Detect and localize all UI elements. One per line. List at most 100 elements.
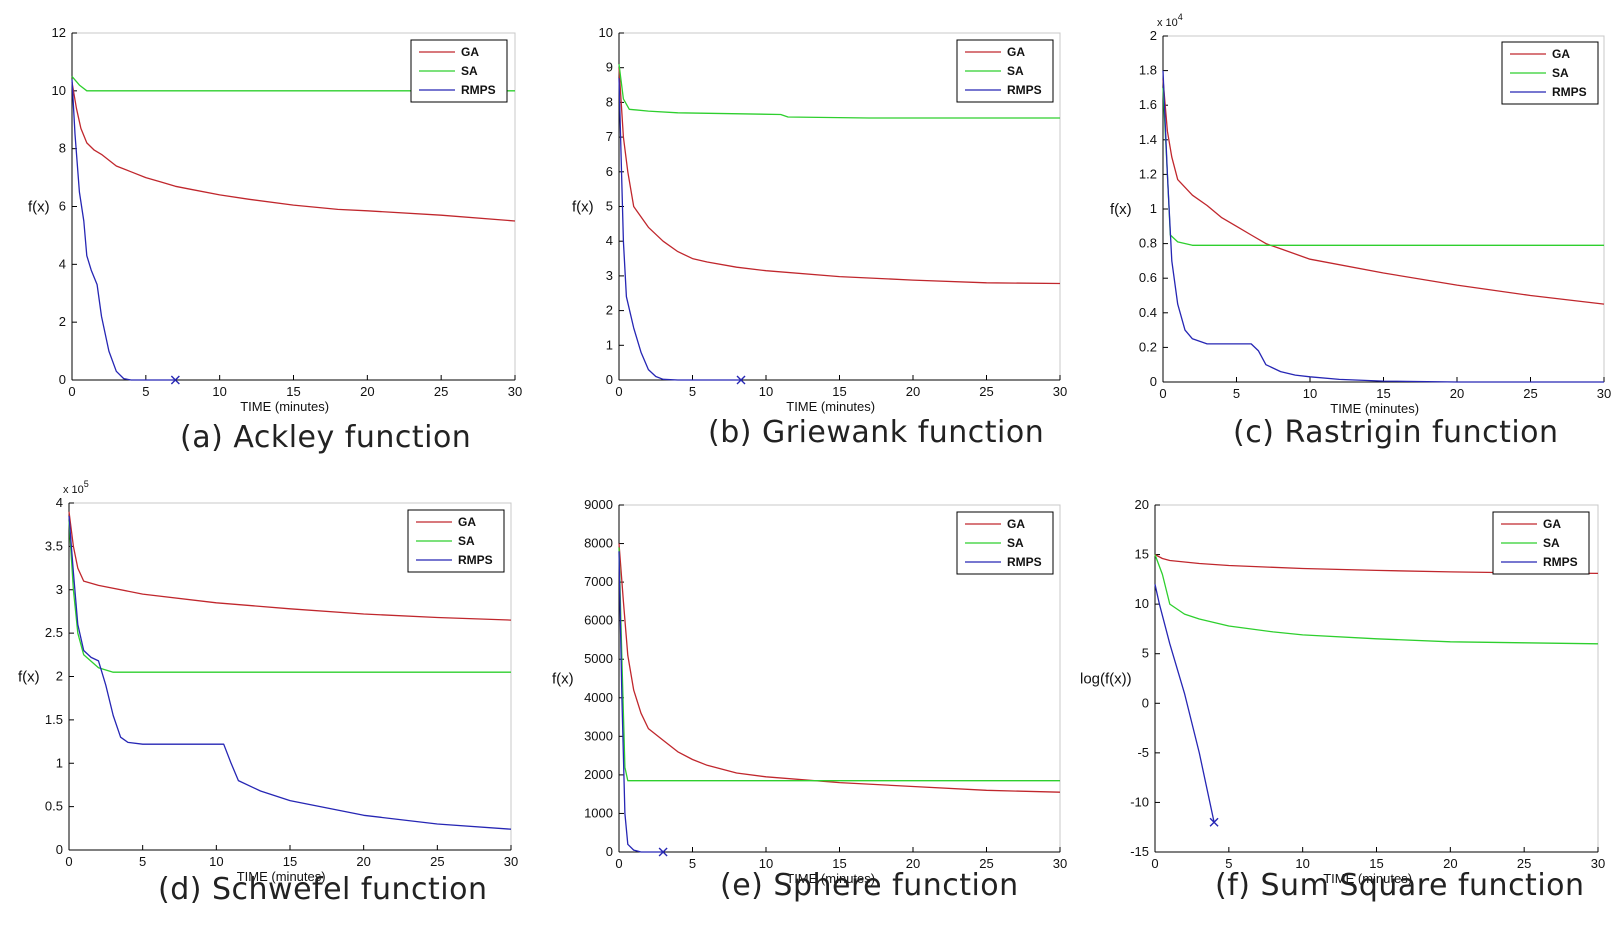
y-tick-label-a: 10 [52,83,66,98]
y-tick-label-a: 2 [59,314,66,329]
x-tick-label-c: 5 [1233,386,1240,401]
y-tick-label-b: 2 [606,303,613,318]
legend-label-rmps-d: RMPS [458,553,493,567]
y-tick-label-b: 8 [606,94,613,109]
x-tick-label-c: 10 [1303,386,1317,401]
series-line-rmps-f [1154,584,1215,823]
legend-label-sa-b: SA [1007,64,1024,78]
x-tick-label-b: 20 [906,384,920,399]
legend-label-rmps-c: RMPS [1552,85,1587,99]
y-tick-label-a: 12 [52,25,66,40]
x-tick-label-d: 5 [139,854,146,869]
end-marker-rmps-e [658,847,668,857]
legend-label-rmps-e: RMPS [1007,555,1042,569]
series-line-ga-d [68,511,512,621]
legend-b: GA SA RMPS [956,39,1054,103]
legend-label-rmps-b: RMPS [1007,83,1042,97]
legend-label-sa-f: SA [1543,536,1560,550]
series-line-sa-f [1154,554,1599,645]
y-tick-label-b: 9 [606,60,613,75]
end-marker-rmps-a [170,375,180,385]
x-tick-label-a: 10 [212,384,226,399]
legend-label-sa-e: SA [1007,536,1024,550]
y-tick-label-f: 15 [1135,547,1149,562]
x-tick-label-a: 15 [286,384,300,399]
y-axis-label-f: log(f(x)) [1080,671,1132,688]
x-tick-label-c: 15 [1376,386,1390,401]
y-tick-label-c: 0.2 [1139,339,1157,354]
legend-label-rmps-f: RMPS [1543,555,1578,569]
series-line-sa-e [618,547,1060,782]
x-tick-label-e: 30 [1053,856,1067,871]
y-tick-label-b: 7 [606,129,613,144]
x-tick-label-c: 0 [1159,386,1166,401]
series-line-ga-b [618,67,1061,285]
legend-label-sa-d: SA [458,534,475,548]
y-tick-label-e: 0 [606,844,613,859]
y-tick-label-f: -10 [1130,794,1149,809]
legend-label-ga-b: GA [1007,45,1025,59]
y-tick-label-d: 3.5 [45,538,63,553]
x-tick-label-c: 20 [1450,386,1464,401]
caption-a: (a) Ackley function [180,420,472,455]
y-tick-label-a: 8 [59,141,66,156]
y-tick-label-c: 2 [1150,28,1157,43]
y-tick-label-d: 0.5 [45,799,63,814]
y-tick-label-b: 10 [599,25,613,40]
legend-label-ga-a: GA [461,45,479,59]
y-tick-label-c: 1.6 [1139,97,1157,112]
y-tick-label-b: 1 [606,337,613,352]
x-tick-label-e: 25 [979,856,993,871]
x-tick-label-d: 0 [65,854,72,869]
caption-d: (d) Schwefel function [158,872,488,907]
x-tick-label-c: 25 [1523,386,1537,401]
y-tick-label-e: 9000 [584,497,613,512]
y-tick-label-e: 1000 [584,805,613,820]
chart-e: 0 5 10 15 20 25 30 0 1000 2000 3000 4000 5000 6000 700… [552,497,1067,886]
x-tick-label-f: 30 [1591,856,1605,871]
legend-label-ga-f: GA [1543,517,1561,531]
y-axis-label-b: f(x) [572,199,594,216]
y-tick-label-f: -5 [1137,745,1149,760]
x-tick-label-d: 25 [430,854,444,869]
chart-f: 0 5 10 15 20 25 30 -15 -10 -5 0 5 10 15 20 TIME (minute… [1080,497,1605,886]
y-tick-label-f: 20 [1135,497,1149,512]
series-line-rmps-c [1162,70,1604,383]
legend-label-ga-e: GA [1007,517,1025,531]
y-tick-label-f: 5 [1142,646,1149,661]
x-tick-label-b: 5 [689,384,696,399]
legend-f: GA SA RMPS [1492,511,1590,575]
y-axis-label-e: f(x) [552,671,574,688]
series-line-sa-b [618,64,1060,119]
y-tick-label-c: 0.4 [1139,305,1157,320]
chart-d: 0 5 10 15 20 25 30 0 0.5 1 1.5 2 2.5 3 3.5 4x 105 TIME (… [18,479,518,884]
legend-label-sa-a: SA [461,64,478,78]
y-tick-label-e: 8000 [584,536,613,551]
x-tick-label-e: 10 [759,856,773,871]
y-tick-label-d: 2.5 [45,625,63,640]
x-tick-label-c: 30 [1597,386,1611,401]
x-tick-label-d: 30 [504,854,518,869]
legend-label-ga-d: GA [458,515,476,529]
y-tick-label-c: 0.6 [1139,270,1157,285]
series-line-rmps-e [618,551,664,853]
y-tick-label-b: 3 [606,268,613,283]
axis-exponent-d: x 105 [63,479,89,496]
x-tick-label-b: 25 [979,384,993,399]
x-tick-label-e: 20 [906,856,920,871]
y-tick-label-a: 4 [59,256,66,271]
y-tick-label-b: 5 [606,199,613,214]
legend-label-ga-c: GA [1552,47,1570,61]
legend-label-rmps-a: RMPS [461,83,496,97]
y-tick-label-e: 7000 [584,574,613,589]
x-tick-label-a: 0 [68,384,75,399]
legend-c: GA SA RMPS [1501,41,1599,105]
x-tick-label-d: 10 [209,854,223,869]
y-tick-label-f: -15 [1130,844,1149,859]
y-tick-label-d: 2 [56,669,63,684]
series-line-ga-a [71,82,516,222]
caption-f: (f) Sum Square function [1215,868,1585,903]
chart-a: 0 5 10 15 20 25 30 0 2 4 6 8 10 12 TIME (minutes) f(x) G… [28,25,522,414]
x-tick-label-d: 15 [283,854,297,869]
x-axis-label-f: TIME (minutes) [1323,871,1412,886]
